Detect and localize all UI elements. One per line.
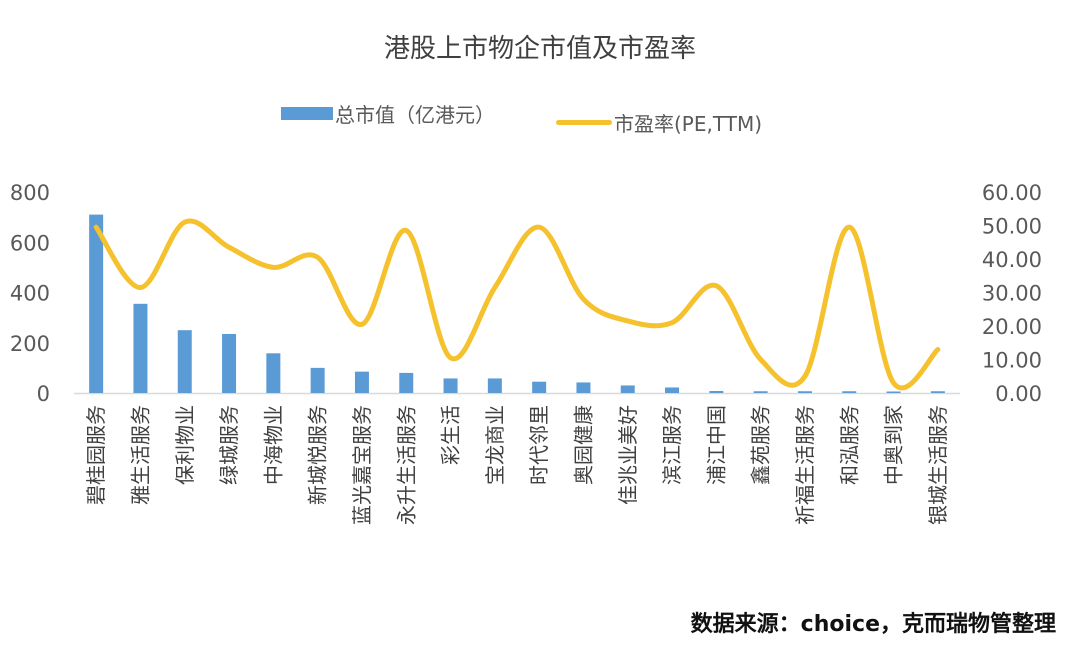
bar <box>443 378 458 393</box>
bar <box>886 391 901 393</box>
bar <box>576 382 591 393</box>
x-category-label: 新城悦服务 <box>306 405 330 505</box>
x-category-label: 祈福生活服务 <box>793 405 817 525</box>
x-category-label: 中海物业 <box>261 405 285 485</box>
x-category-label: 碧桂园服务 <box>84 405 108 505</box>
y-right-tick-label: 30.00 <box>982 282 1042 306</box>
bar <box>266 353 281 393</box>
legend-item-pe: 市盈率(PE,TTM) <box>556 108 762 137</box>
bar <box>487 378 502 393</box>
x-category-label: 雅生活服务 <box>128 405 152 505</box>
bar <box>842 391 857 393</box>
x-category-label: 永升生活服务 <box>394 405 418 525</box>
x-category-label: 蓝光嘉宝服务 <box>350 405 374 525</box>
y-left-tick-label: 0 <box>37 382 50 406</box>
legend-item-market-cap: 总市值（亿港元） <box>281 99 495 128</box>
x-category-label: 彩生活 <box>439 405 463 465</box>
y-right-tick-label: 40.00 <box>982 248 1042 272</box>
bar <box>709 390 724 393</box>
x-category-label: 佳兆业美好 <box>616 405 640 505</box>
chart-title: 港股上市物企市值及市盈率 <box>383 34 696 64</box>
source-note: 数据来源：choice，克而瑞物管整理 <box>690 612 1056 637</box>
y-left-tick-label: 400 <box>10 282 50 306</box>
legend-label-market-cap: 总市值（亿港元） <box>335 103 495 127</box>
legend-bar-swatch <box>281 107 333 120</box>
x-category-label: 滨江服务 <box>660 405 684 485</box>
x-category-label: 浦江中国 <box>704 405 728 485</box>
y-left-tick-label: 600 <box>10 231 50 255</box>
bar <box>310 367 325 393</box>
x-category-label: 时代邻里 <box>527 405 551 485</box>
x-category-label: 鑫苑服务 <box>749 405 773 485</box>
bar <box>797 391 812 393</box>
x-category-label: 宝龙商业 <box>483 405 507 485</box>
y-left-tick-label: 200 <box>10 332 50 356</box>
bar <box>89 214 104 393</box>
y-right-tick-label: 10.00 <box>982 349 1042 373</box>
y-right-tick-label: 0.00 <box>995 382 1042 406</box>
bar <box>177 330 192 393</box>
legend-label-pe: 市盈率(PE,TTM) <box>614 112 762 136</box>
bar <box>354 371 369 393</box>
bar <box>753 391 768 393</box>
bar <box>222 333 237 393</box>
pe-series-line <box>93 218 941 391</box>
y-right-tick-label: 50.00 <box>982 215 1042 239</box>
y-right-tick-label: 60.00 <box>982 181 1042 205</box>
bar <box>620 385 635 393</box>
bar <box>399 372 414 393</box>
bar <box>532 381 547 393</box>
legend-line-swatch <box>556 120 612 125</box>
x-category-label: 和泓服务 <box>837 405 861 485</box>
x-category-label: 保利物业 <box>173 405 197 485</box>
x-category-label: 中奥到家 <box>882 405 906 485</box>
x-category-label: 绿城服务 <box>217 405 241 485</box>
bar <box>133 303 148 393</box>
bar <box>930 391 945 393</box>
x-category-label: 奥园健康 <box>571 405 595 485</box>
bar <box>665 387 680 393</box>
x-category-label: 银城生活服务 <box>926 405 950 525</box>
y-left-tick-label: 800 <box>10 181 50 205</box>
y-right-tick-label: 20.00 <box>982 315 1042 339</box>
